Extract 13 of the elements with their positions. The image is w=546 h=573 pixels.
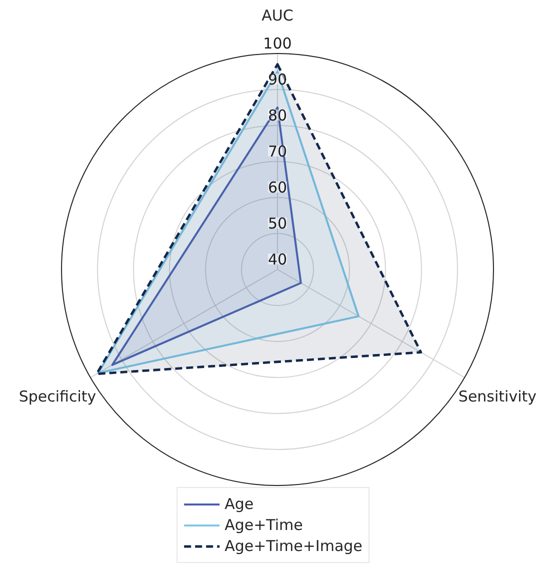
spoke-label: Specificity	[18, 388, 96, 406]
y-tick-label: 70	[268, 142, 288, 160]
legend-label: Age+Time	[224, 515, 303, 535]
y-tick-label: 90	[268, 70, 288, 88]
spoke-label: Sensitivity	[458, 388, 537, 406]
y-tick-label: 40	[268, 250, 288, 268]
y-tick-label: 60	[268, 178, 288, 196]
legend-label: Age	[224, 494, 254, 514]
y-tick-label: 100	[263, 34, 292, 52]
y-tick-label: 80	[268, 106, 288, 124]
y-tick-label: 50	[268, 214, 288, 232]
legend-label: Age+Time+Image	[224, 536, 362, 556]
spoke-label: AUC	[262, 6, 294, 24]
